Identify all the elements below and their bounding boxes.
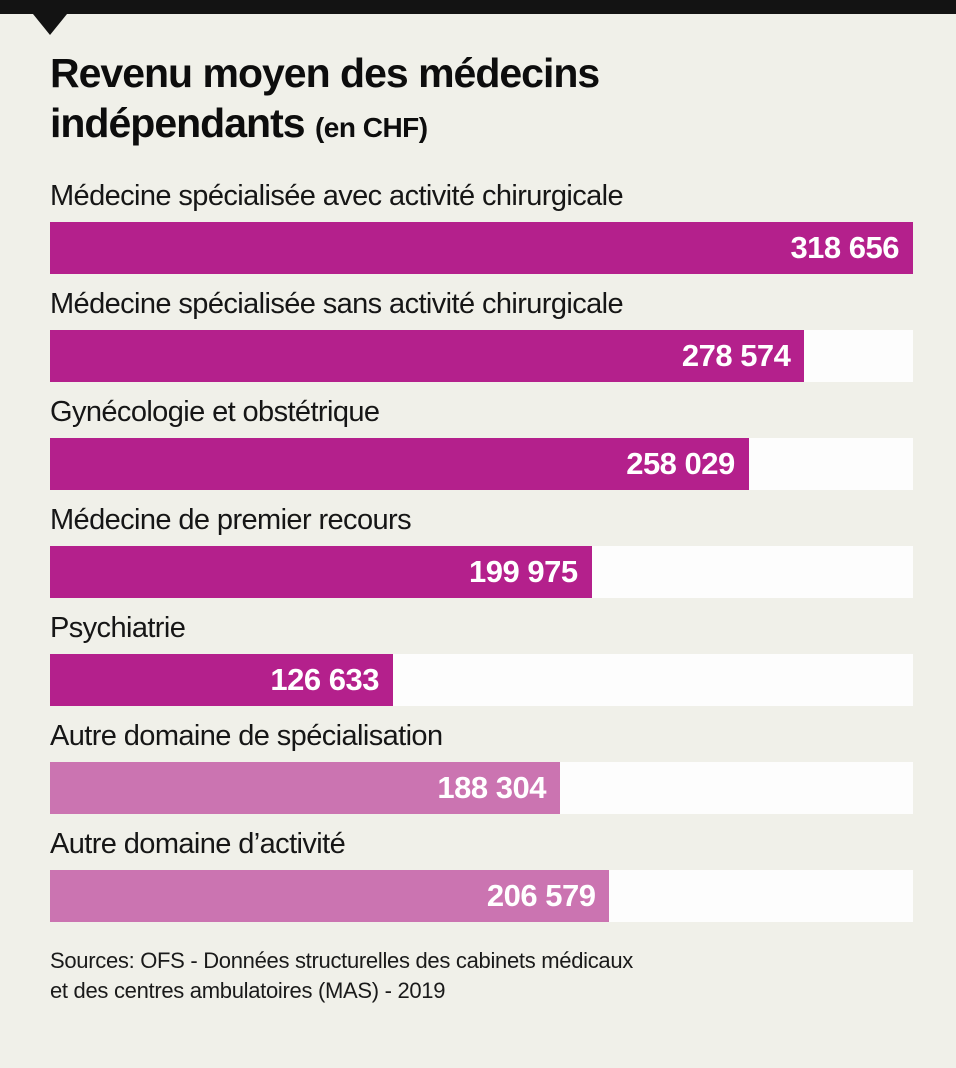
bar-row: Psychiatrie 126 633 [50,610,913,707]
value-label: 199 975 [469,554,578,590]
bar-fill: 318 656 [50,222,913,275]
bar-track: 206 579 [50,870,913,923]
value-label: 126 633 [270,662,379,698]
bar-row: Médecine de premier recours 199 975 [50,502,913,599]
value-label: 278 574 [681,338,791,374]
bar-fill: 188 304 [50,762,560,815]
value-label: 318 656 [790,230,899,266]
value-label: 206 579 [486,878,596,914]
bar-row: Autre domaine de spécialisation 188 304 [50,718,913,815]
bar-row: Gynécologie et obstétrique 258 029 [50,394,913,491]
value-label: 188 304 [437,770,546,806]
header-strip [0,0,956,35]
chart-title-line1: Revenu moyen des médecins [50,50,600,96]
bar-track: 188 304 [50,762,913,815]
chart-container: Revenu moyen des médecins indépendants (… [0,14,956,1006]
bar-fill: 126 633 [50,654,393,707]
source-line2: et des centres ambulatoires (MAS) - 2019 [50,978,446,1004]
category-label: Autre domaine d’activité [50,828,346,861]
bar-row: Autre domaine d’activité 206 579 [50,826,913,923]
category-label: Médecine de premier recours [50,504,412,537]
bar-fill: 199 975 [50,546,592,599]
value-label: 258 029 [626,446,735,482]
bar-track: 126 633 [50,654,913,707]
source-line1: Sources: OFS - Données structurelles des… [50,948,633,974]
chart-title: Revenu moyen des médecins indépendants (… [50,48,770,148]
bar-track: 278 574 [50,330,913,383]
bar-fill: 206 579 [50,870,610,923]
bar-track: 258 029 [50,438,913,491]
category-label: Psychiatrie [50,612,186,645]
category-label: Autre domaine de spécialisation [50,720,443,753]
category-label: Médecine spécialisée sans activité chiru… [50,288,624,321]
source-note: Sources: OFS - Données structurelles des… [50,946,913,1006]
bar-fill: 278 574 [50,330,805,383]
chart-title-unit: (en CHF) [314,112,428,144]
chart-title-line2: indépendants [50,100,306,147]
category-label: Gynécologie et obstétrique [50,396,380,429]
bar-row: Médecine spécialisée sans activité chiru… [50,286,913,383]
bar-fill: 258 029 [50,438,749,491]
triangle-marker-icon [33,14,67,35]
category-label: Médecine spécialisée avec activité chiru… [50,180,624,213]
bar-track: 318 656 [50,222,913,275]
bar-row: Médecine spécialisée avec activité chiru… [50,178,913,275]
bar-track: 199 975 [50,546,913,599]
bar-rows: Médecine spécialisée avec activité chiru… [50,178,913,923]
